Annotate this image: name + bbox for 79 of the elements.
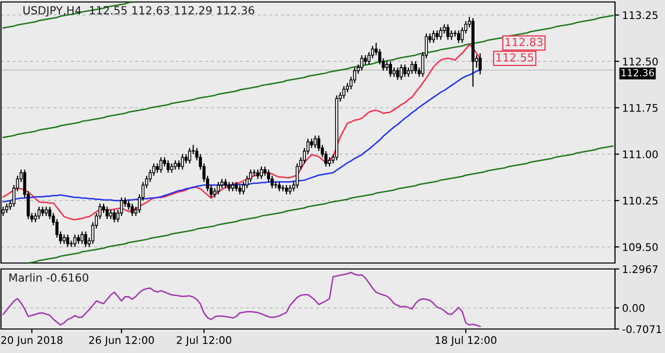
y-tick-label: -0.7071 [622, 325, 662, 334]
candlestick [392, 67, 396, 78]
line-series [2, 272, 481, 328]
y-tick-label: 0.00 [622, 304, 644, 312]
ref-line-label: 112.36 [622, 68, 654, 76]
annotation: 112.55 [496, 53, 534, 62]
candlestick [156, 162, 159, 174]
candlestick [224, 178, 228, 189]
candlestick [403, 64, 406, 78]
candlestick [436, 30, 439, 40]
candlestick [166, 160, 170, 174]
candlestick [410, 60, 414, 74]
candlestick [41, 206, 44, 217]
x-tick-label: 18 Jul 12:00 [436, 336, 496, 346]
candlestick [188, 147, 192, 164]
x-tick-label: 20 Jun 2018 [1, 336, 62, 346]
candlestick [112, 209, 116, 223]
candlestick [44, 206, 48, 217]
candlestick [159, 156, 162, 174]
line-series [2, 44, 481, 220]
candlestick [177, 160, 180, 170]
y-tick-label: 110.25 [623, 196, 658, 205]
candlestick [360, 54, 364, 72]
candlestick [314, 135, 317, 149]
candlestick [109, 209, 112, 220]
candlestick [414, 60, 418, 74]
y-tick-label: 109.50 [623, 243, 658, 252]
x-tick-label: 2 Jul 12:00 [176, 336, 232, 346]
line-series [28, 145, 614, 263]
x-tick-label: 26 Jun 12:00 [89, 336, 154, 346]
candlestick [106, 206, 109, 220]
candlestick [288, 184, 292, 195]
chart-title: Marlin -0.6160 [9, 273, 88, 282]
candlestick [310, 138, 314, 149]
candlestick [66, 234, 70, 248]
candlestick [457, 30, 460, 44]
candlestick [396, 67, 400, 80]
candlestick [256, 169, 260, 180]
candlestick [231, 181, 234, 192]
candlestick [184, 154, 188, 164]
candlestick [180, 154, 184, 170]
candlestick [62, 234, 66, 244]
candlestick [278, 181, 281, 192]
candlestick [73, 234, 76, 248]
candlestick [388, 60, 392, 78]
candlestick [284, 184, 288, 195]
y-tick-label: 113.25 [623, 11, 658, 20]
candlestick [228, 181, 231, 192]
candlestick [400, 64, 403, 80]
candlestick [260, 166, 263, 180]
candlestick [216, 181, 220, 195]
candlestick [385, 60, 388, 72]
candlestick [238, 184, 242, 195]
candlestick [274, 181, 278, 189]
candlestick [37, 206, 41, 220]
line-series [2, 2, 133, 29]
candlestick [174, 160, 177, 170]
chart-title: USDJPY,H4 112.55 112.63 112.29 112.36 [23, 6, 254, 17]
candlestick [439, 26, 442, 40]
y-tick-label: 112.50 [623, 58, 658, 66]
candlestick [342, 86, 346, 100]
candlestick [84, 230, 88, 248]
candlestick [130, 203, 134, 217]
candlestick [432, 30, 436, 44]
y-tick-label: 111.75 [623, 104, 658, 112]
annotation: 112.83 [506, 38, 542, 46]
candlestick [478, 52, 482, 75]
candlestick [364, 54, 367, 66]
candlestick [446, 24, 450, 40]
y-tick-label: 1.2967 [623, 265, 658, 274]
y-tick-label: 111.00 [623, 150, 658, 158]
candlestick [70, 240, 73, 248]
candlestick [80, 230, 84, 244]
candlestick [450, 30, 453, 40]
candlestick [76, 234, 80, 244]
candlestick [5, 203, 8, 214]
candlestick [328, 156, 332, 168]
candlestick [170, 162, 174, 174]
candlestick [234, 181, 238, 192]
